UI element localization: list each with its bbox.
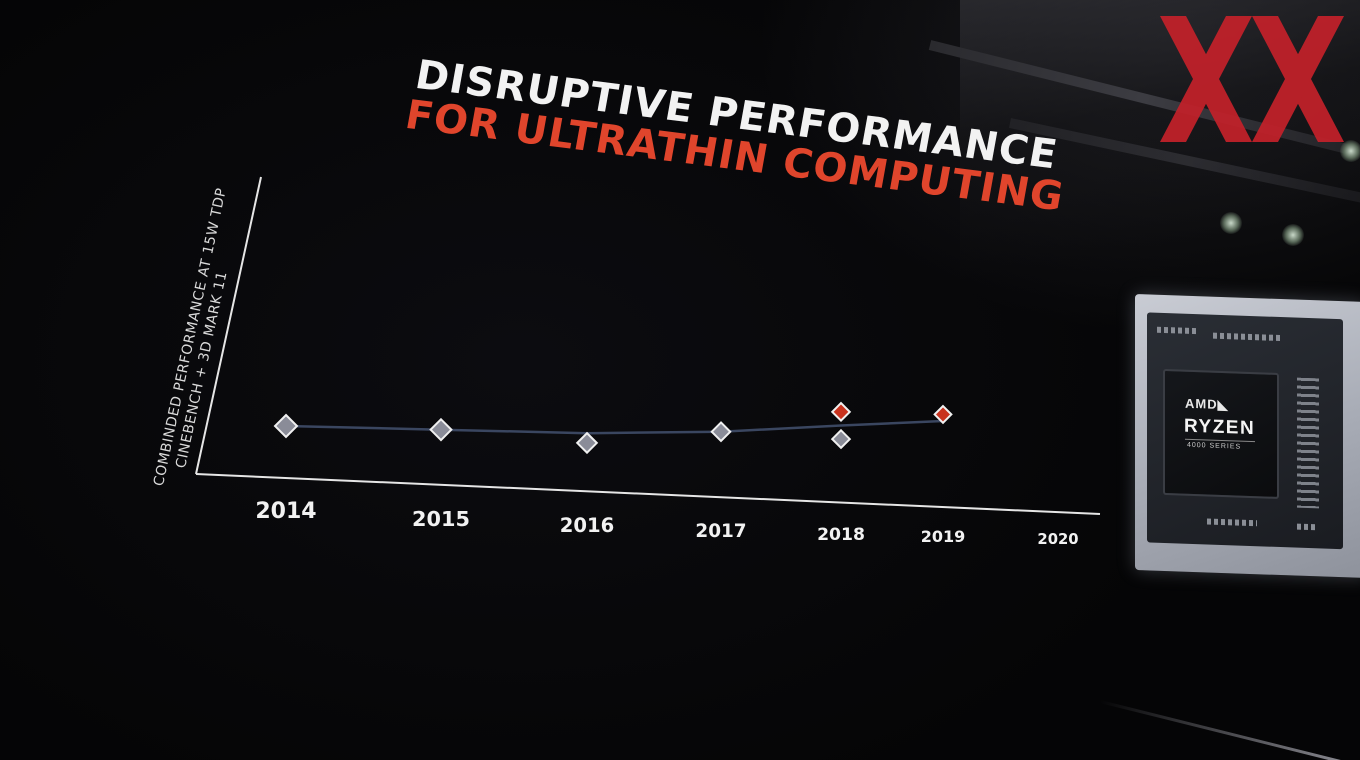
- trend-layer: [285, 419, 944, 435]
- x-tick-label: 2016: [560, 514, 615, 537]
- tick-layer: 2014 2015 2016 2017 2018 2019 2020: [255, 499, 1078, 548]
- die-brand-text: AMD◣: [1185, 395, 1229, 413]
- data-point-gray: [710, 421, 732, 443]
- x-axis-line: [195, 473, 1101, 515]
- data-point-gray: [575, 431, 599, 455]
- data-point-red: [933, 404, 953, 425]
- y-axis-line: [195, 176, 262, 475]
- x-tick-label: 2020: [1037, 531, 1078, 548]
- marker-layer: [273, 401, 953, 455]
- processor-substrate: AMD◣ RYZEN 4000 SERIES: [1147, 312, 1343, 550]
- data-point-gray: [429, 417, 453, 442]
- x-tick-label: 2018: [817, 525, 865, 545]
- processor-package-image: AMD◣ RYZEN 4000 SERIES: [1135, 293, 1360, 579]
- spotlight-icon: [1282, 224, 1304, 246]
- trend-line: [285, 419, 944, 435]
- contact-pads: [1297, 377, 1319, 509]
- contact-pads: [1297, 523, 1317, 531]
- contact-pads: [1207, 518, 1257, 527]
- processor-die: AMD◣ RYZEN 4000 SERIES: [1163, 368, 1279, 499]
- contact-pads: [1157, 326, 1197, 335]
- die-series-text: 4000 SERIES: [1187, 441, 1242, 451]
- spotlight-icon: [1340, 140, 1360, 162]
- data-point-gray: [273, 413, 299, 439]
- contact-pads: [1213, 332, 1283, 342]
- double-x-logo-icon: [1160, 16, 1344, 142]
- x-tick-label: 2017: [695, 521, 746, 542]
- x-tick-label: 2019: [921, 527, 966, 546]
- spotlight-icon: [1220, 212, 1242, 234]
- die-product-name: RYZEN: [1184, 415, 1256, 440]
- x-tick-label: 2015: [412, 507, 470, 531]
- x-tick-label: 2014: [255, 499, 316, 524]
- data-point-red: [830, 401, 852, 423]
- data-point-gray: [830, 428, 852, 450]
